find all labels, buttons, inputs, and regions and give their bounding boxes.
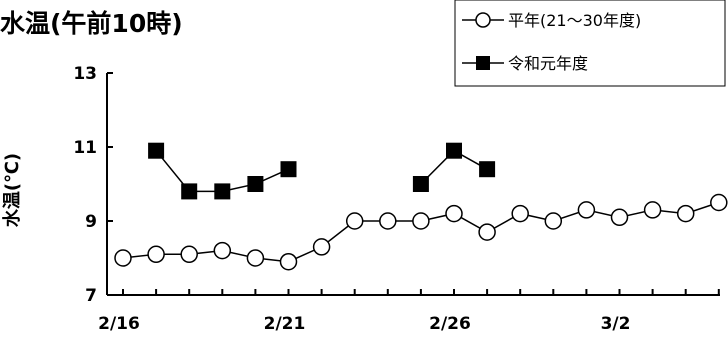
series-0-point-2-25: [412, 212, 430, 230]
series-0-point-2-28: [511, 204, 529, 223]
series-1-point-2-20: [247, 176, 264, 192]
series-0-point-2-23: [345, 212, 364, 230]
series-0-line-segment-0: [122, 201, 720, 263]
series-1-point-2-27: [479, 161, 496, 178]
chart-title: 水温(午前10時): [0, 9, 183, 38]
legend-label-reiwa: 令和元年度: [508, 54, 588, 73]
series-1-point-2-25: [412, 176, 429, 192]
series-0-point-3-3: [643, 201, 662, 219]
legend-marker-heinen: [475, 12, 491, 28]
y-axis-title: 水温(℃): [1, 153, 23, 227]
x-tick-label-3-2: 3/2: [601, 314, 631, 334]
series-0-point-2-17: [147, 245, 165, 264]
series-1-point-2-26: [446, 142, 462, 159]
legend-box: [454, 0, 726, 87]
legend: 平年(21～30年度) 令和元年度: [454, 0, 726, 87]
series-0-point-3-4: [676, 204, 695, 223]
series-0-point-2-19: [213, 241, 232, 260]
y-tick-label-9: 9: [85, 212, 97, 232]
y-tick-label-13: 13: [73, 64, 97, 84]
series-0-point-3-1: [577, 201, 596, 219]
x-tick-label-2-26: 2/26: [429, 314, 471, 334]
y-tick-label-7: 7: [85, 286, 97, 306]
series-0-point-3-2: [610, 208, 629, 227]
series-1-point-2-17: [148, 142, 165, 159]
axes: 7 9 11 13 2/16 2/21 2/26 3/2: [73, 64, 720, 334]
series-1: [148, 142, 496, 200]
series-1-point-2-19: [214, 183, 231, 200]
legend-marker-reiwa: [476, 56, 490, 70]
series-0-point-2-29: [544, 212, 563, 230]
series-0-point-2-26: [445, 204, 463, 223]
x-tick-label-2-16: 2/16: [98, 314, 140, 334]
series-0-point-2-20: [246, 249, 265, 267]
series-0-point-2-21: [279, 252, 298, 271]
series-0-point-2-22: [312, 238, 331, 256]
series-0: [114, 193, 728, 271]
series-1-point-2-18: [181, 183, 198, 200]
y-tick-label-11: 11: [73, 138, 97, 158]
series-0-point-2-16: [114, 249, 132, 267]
series-0-point-2-24: [379, 212, 397, 230]
series-1-point-2-21: [280, 161, 297, 178]
series-0-point-2-27: [478, 223, 496, 241]
series-0-point-2-18: [180, 245, 198, 264]
series-0-point-3-5: [710, 193, 728, 212]
x-tick-label-2-21: 2/21: [264, 314, 306, 334]
series-layer: [114, 142, 728, 271]
legend-label-heinen: 平年(21～30年度): [508, 11, 641, 30]
